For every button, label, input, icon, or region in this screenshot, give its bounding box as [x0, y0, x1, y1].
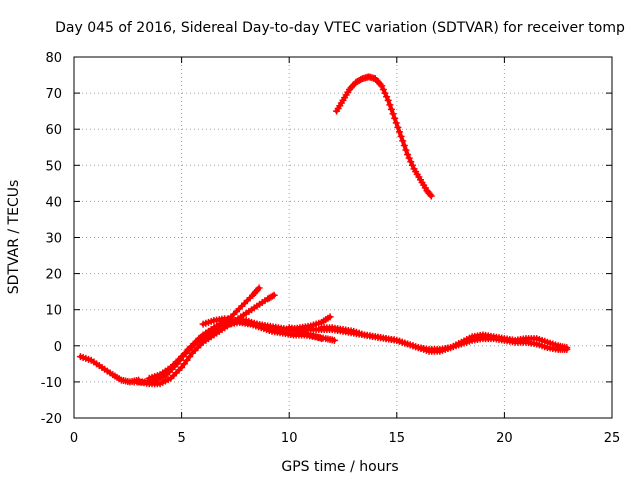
x-tick-label: 5 — [177, 431, 185, 446]
series-track-1 — [76, 353, 143, 386]
series-track-2 — [130, 284, 263, 386]
y-tick-label: 10 — [45, 304, 62, 319]
data-point-interp — [386, 101, 394, 109]
y-tick-label: -10 — [41, 376, 62, 391]
y-tick-label: 80 — [45, 51, 62, 66]
data-point-interp — [389, 110, 397, 118]
series-track-8 — [317, 324, 571, 355]
data-point — [270, 291, 278, 299]
data-point-interp — [183, 356, 191, 364]
series-line — [334, 74, 434, 198]
y-tick-label: 60 — [45, 123, 62, 138]
y-tick-label: -20 — [41, 412, 62, 427]
y-axis-label: SDTVAR / TECUs — [6, 180, 22, 295]
data-point-interp — [383, 93, 391, 101]
data-point — [384, 96, 392, 104]
data-point — [397, 132, 405, 140]
grid — [74, 57, 612, 418]
y-tick-label: 0 — [54, 340, 62, 355]
axis-ticks: 0 5 10 15 20 25 -20 -10 0 10 20 30 40 50 60 70 80 — [41, 51, 621, 446]
x-axis-label: GPS time / hours — [281, 459, 398, 475]
data-point-interp — [180, 360, 188, 368]
data-point — [317, 335, 325, 343]
data-point-interp — [381, 89, 389, 97]
data-point — [330, 336, 338, 344]
y-tick-label: 20 — [45, 268, 62, 283]
data-point — [178, 363, 186, 371]
x-tick-label: 10 — [281, 431, 298, 446]
data-point-interp — [426, 191, 434, 199]
data-point — [404, 150, 412, 158]
data-point-interp — [387, 105, 395, 113]
data-point-interp — [402, 146, 410, 154]
data-point — [378, 82, 386, 90]
data-point-interp — [379, 85, 387, 93]
data-point-interp — [399, 137, 407, 145]
data-point — [326, 313, 334, 321]
data-point — [391, 114, 399, 122]
x-tick-label: 15 — [389, 431, 406, 446]
data-point — [427, 192, 435, 200]
data-point — [563, 344, 571, 352]
y-tick-label: 70 — [45, 87, 62, 102]
y-tick-label: 30 — [45, 232, 62, 247]
data-point-interp — [408, 161, 416, 169]
data-point-interp — [392, 119, 400, 127]
data-point-interp — [405, 154, 413, 162]
series-track-6 — [199, 315, 325, 343]
y-tick-label: 40 — [45, 195, 62, 210]
data-point-interp — [407, 158, 415, 166]
plot-area — [76, 73, 571, 388]
series-line — [132, 286, 262, 384]
chart-title: Day 045 of 2016, Sidereal Day-to-day VTE… — [55, 20, 625, 36]
data-point-interp — [186, 353, 194, 361]
series-track-3 — [135, 291, 278, 388]
x-tick-label: 20 — [496, 431, 513, 446]
y-tick-label: 50 — [45, 159, 62, 174]
data-point-interp — [400, 141, 408, 149]
series-line — [319, 325, 569, 354]
x-tick-label: 0 — [70, 431, 78, 446]
series-track-9 — [333, 73, 435, 200]
data-point-interp — [394, 123, 402, 131]
data-point-interp — [395, 128, 403, 136]
data-point — [255, 284, 263, 292]
x-tick-label: 25 — [604, 431, 621, 446]
